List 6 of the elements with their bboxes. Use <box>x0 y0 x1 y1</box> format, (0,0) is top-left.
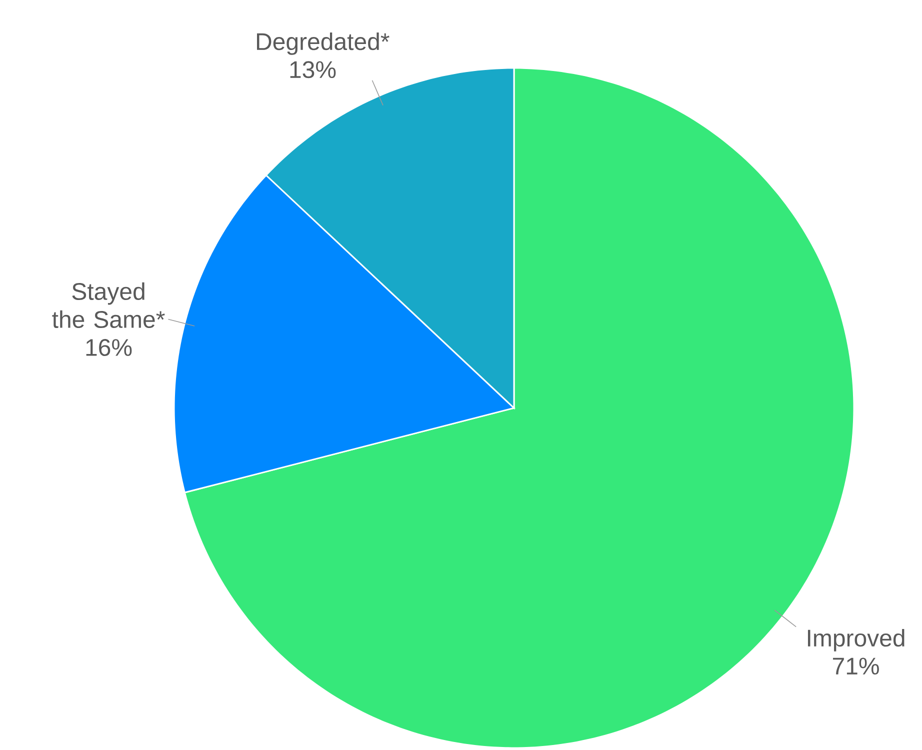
slice-label: Stayed the Same* <box>52 282 165 328</box>
slice-label: Degredated* <box>257 32 390 55</box>
data-label: 13% <box>290 61 336 78</box>
slice-label: Improved <box>808 628 904 652</box>
data-label: 16% <box>86 339 132 356</box>
data-label: 71% <box>832 658 879 675</box>
